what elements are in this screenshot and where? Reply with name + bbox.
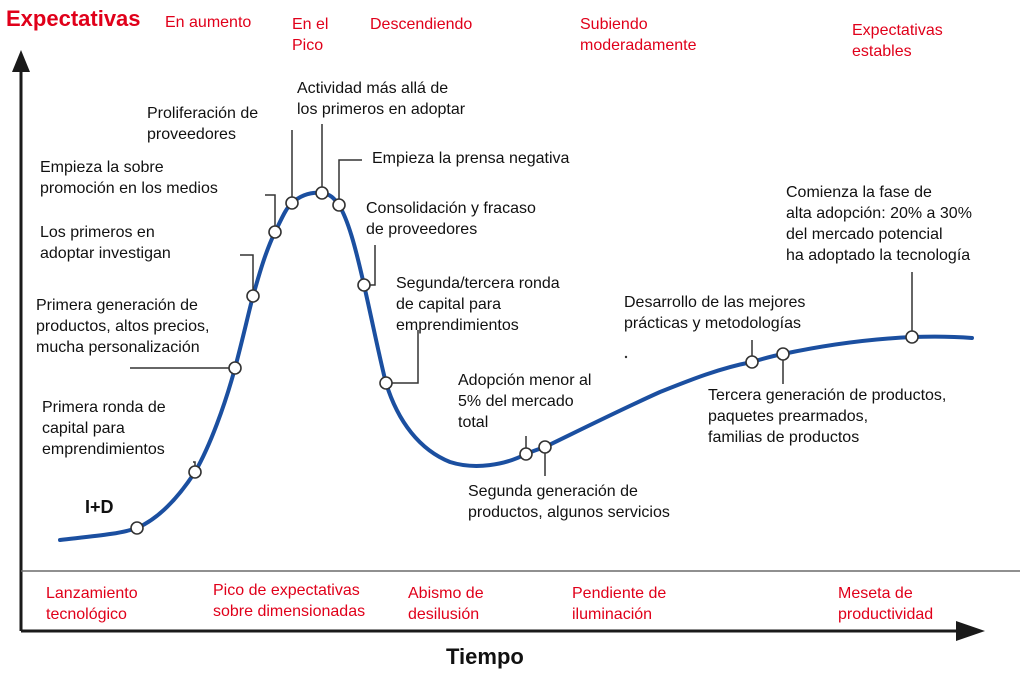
leader-lines (130, 124, 913, 476)
annotation-best-practices: Desarrollo de las mejores prácticas y me… (624, 294, 806, 332)
start-label-id: I+D (85, 497, 114, 517)
annotation-consolidation: Consolidación y fracaso de proveedores (366, 200, 536, 238)
annotation-first-capital: Primera ronda de capital para emprendimi… (42, 399, 166, 458)
marker-high-adoption (905, 330, 919, 344)
annotation-early-adopters: Los primeros en adoptar investigan (40, 224, 171, 262)
marker-third-generation (776, 347, 790, 361)
top-phase-descending: Descendiendo (370, 16, 473, 33)
marker-media-hype (268, 225, 282, 239)
annotation-first-generation: Primera generación de productos, altos p… (36, 297, 210, 356)
marker-early-adopters (246, 289, 260, 303)
curve-markers (130, 186, 919, 535)
annotation-third-generation: Tercera generación de productos, paquete… (708, 387, 947, 446)
y-axis-title: Expectativas (6, 6, 141, 31)
marker-second-generation (538, 440, 552, 454)
marker-first-generation (228, 361, 242, 375)
top-phase-rising: En aumento (165, 14, 252, 31)
marker-supplier-proliferation (285, 196, 299, 210)
bottom-phase-slope: Pendiente de iluminación (572, 585, 667, 623)
annotation-high-adoption: Comienza la fase de alta adopción: 20% a… (786, 184, 972, 264)
marker-first-capital (188, 465, 202, 479)
y-axis-arrow-icon (12, 50, 30, 72)
bottom-phase-technology-trigger: Lanzamiento tecnológico (46, 585, 138, 623)
x-axis-arrow-icon (956, 621, 985, 641)
marker-low-adoption (519, 447, 533, 461)
annotation-media-hype: Empieza la sobre promoción en los medios (40, 159, 218, 197)
marker-negative-press (332, 198, 346, 212)
bottom-phase-trough: Abismo de desilusión (408, 585, 484, 623)
marker-consolidation (357, 278, 371, 292)
annotation-negative-press: Empieza la prensa negativa (372, 150, 570, 167)
bottom-phase-inflated-expectations: Pico de expectativas sobre dimensionadas (213, 582, 366, 620)
marker-second-capital (379, 376, 393, 390)
marker-id-start (130, 521, 144, 535)
bottom-phase-plateau: Meseta de productividad (838, 585, 934, 623)
top-phase-peak: En el Pico (292, 16, 329, 54)
x-axis-title: Tiempo (446, 644, 524, 669)
annotation-beyond-early-adopters: Actividad más allá de los primeros en ad… (297, 80, 466, 118)
annotation-low-adoption: Adopción menor al 5% del mercado total (458, 372, 592, 431)
annotation-supplier-proliferation: Proliferación de proveedores (147, 105, 259, 143)
marker-beyond-early-adopters (315, 186, 329, 200)
marker-best-practices (745, 355, 759, 369)
annotation-second-capital: Segunda/tercera ronda de capital para em… (396, 275, 560, 334)
top-phase-moderate-rise: Subiendo moderadamente (580, 16, 697, 54)
top-phase-stable: Expectativas estables (852, 22, 943, 60)
small-dot (624, 355, 628, 359)
annotation-second-generation: Segunda generación de productos, algunos… (468, 483, 670, 521)
